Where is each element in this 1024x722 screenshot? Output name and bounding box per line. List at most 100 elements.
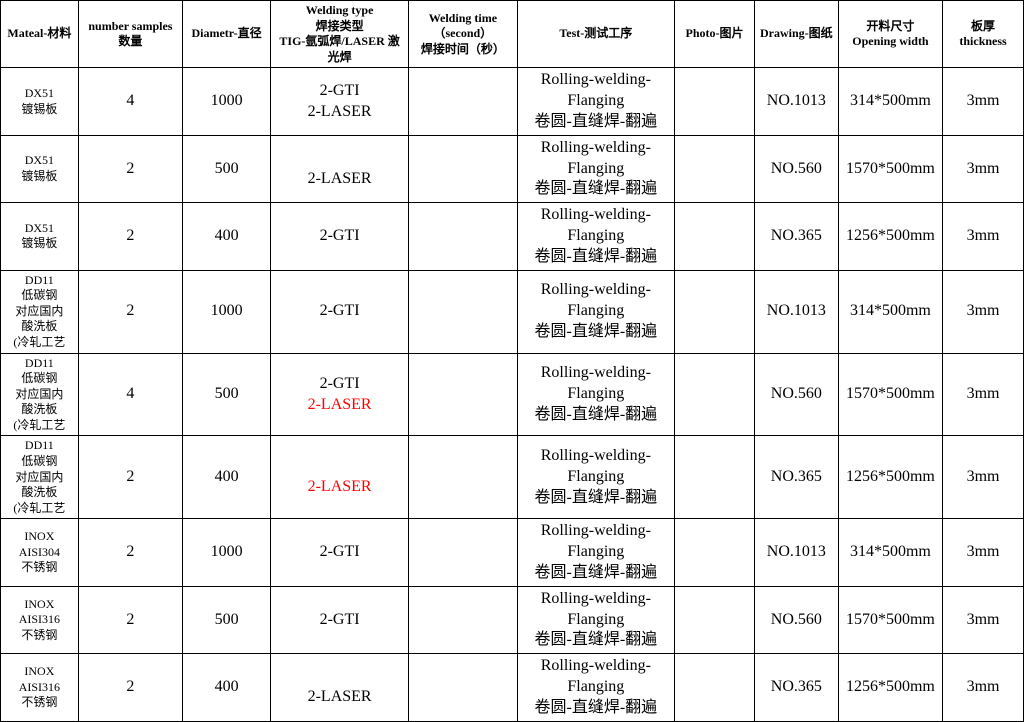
cell-drawing: NO.1013 (754, 68, 838, 135)
cell-time (409, 68, 517, 135)
cell-diameter: 500 (183, 586, 271, 653)
cell-photo (675, 519, 755, 586)
col-header-samples: number samples数量 (78, 1, 182, 68)
cell-photo (675, 270, 755, 353)
col-header-material: Mateal-材料 (1, 1, 79, 68)
cell-photo (675, 203, 755, 270)
cell-opening: 314*500mm (838, 270, 942, 353)
cell-samples: 2 (78, 586, 182, 653)
table-row: DD11低碳钢对应国内酸洗板(冷轧工艺45002-GTI2-LASER Rolli… (1, 353, 1024, 436)
cell-samples: 2 (78, 519, 182, 586)
cell-photo (675, 353, 755, 436)
cell-opening: 1256*500mm (838, 654, 942, 721)
cell-test: Rolling-welding-Flanging卷圆-直缝焊-翻遍 (517, 586, 675, 653)
cell-samples: 4 (78, 353, 182, 436)
cell-opening: 1570*500mm (838, 353, 942, 436)
cell-thickness: 3mm (943, 519, 1024, 586)
cell-drawing: NO.560 (754, 353, 838, 436)
cell-thickness: 3mm (943, 135, 1024, 202)
cell-diameter: 1000 (183, 519, 271, 586)
col-header-thick: 板厚thickness (943, 1, 1024, 68)
cell-material: DD11低碳钢对应国内酸洗板(冷轧工艺 (1, 353, 79, 436)
table-row: DD11低碳钢对应国内酸洗板(冷轧工艺210002-GTI Rolling-wel… (1, 270, 1024, 353)
cell-test: Rolling-welding-Flanging卷圆-直缝焊-翻遍 (517, 68, 675, 135)
cell-thickness: 3mm (943, 586, 1024, 653)
cell-time (409, 135, 517, 202)
col-header-test: Test-测试工序 (517, 1, 675, 68)
cell-thickness: 3mm (943, 270, 1024, 353)
cell-test: Rolling-welding-Flanging卷圆-直缝焊-翻遍 (517, 353, 675, 436)
cell-time (409, 353, 517, 436)
cell-thickness: 3mm (943, 68, 1024, 135)
cell-material: INOXAISI316不锈钢 (1, 586, 79, 653)
cell-test: Rolling-welding-Flanging卷圆-直缝焊-翻遍 (517, 135, 675, 202)
cell-photo (675, 135, 755, 202)
cell-material: DD11低碳钢对应国内酸洗板(冷轧工艺 (1, 436, 79, 519)
cell-opening: 314*500mm (838, 519, 942, 586)
cell-samples: 2 (78, 203, 182, 270)
cell-welding: 2-GTI (271, 519, 409, 586)
cell-opening: 1256*500mm (838, 203, 942, 270)
table-row: DX51镀锡板410002-GTI2-LASERRolling-welding-… (1, 68, 1024, 135)
cell-diameter: 500 (183, 353, 271, 436)
col-header-time: Welding time（second）焊接时间（秒） (409, 1, 517, 68)
cell-welding: 2-GTI (271, 586, 409, 653)
cell-thickness: 3mm (943, 654, 1024, 721)
cell-photo (675, 586, 755, 653)
cell-test: Rolling-welding-Flanging卷圆-直缝焊-翻遍 (517, 519, 675, 586)
header-row: Mateal-材料 number samples数量 Diametr-直径 We… (1, 1, 1024, 68)
cell-material: DX51镀锡板 (1, 68, 79, 135)
cell-time (409, 519, 517, 586)
cell-material: DX51镀锡板 (1, 203, 79, 270)
cell-test: Rolling-welding-Flanging卷圆-直缝焊-翻遍 (517, 436, 675, 519)
cell-material: INOXAISI316不锈钢 (1, 654, 79, 721)
cell-samples: 2 (78, 135, 182, 202)
table-row: INOXAISI304不锈钢210002-GTI Rolling-welding-… (1, 519, 1024, 586)
cell-diameter: 500 (183, 135, 271, 202)
col-header-drawing: Drawing-图纸 (754, 1, 838, 68)
cell-diameter: 400 (183, 436, 271, 519)
cell-diameter: 400 (183, 654, 271, 721)
cell-drawing: NO.365 (754, 436, 838, 519)
cell-welding: 2-LASER (271, 135, 409, 202)
cell-opening: 1570*500mm (838, 586, 942, 653)
cell-samples: 2 (78, 654, 182, 721)
col-header-photo: Photo-图片 (675, 1, 755, 68)
spec-table: Mateal-材料 number samples数量 Diametr-直径 We… (0, 0, 1024, 722)
cell-photo (675, 654, 755, 721)
cell-samples: 4 (78, 68, 182, 135)
cell-opening: 1570*500mm (838, 135, 942, 202)
cell-test: Rolling-welding-Flanging卷圆-直缝焊-翻遍 (517, 203, 675, 270)
cell-welding: 2-LASER (271, 654, 409, 721)
table-row: DD11低碳钢对应国内酸洗板(冷轧工艺2400 2-LASERRolling-w… (1, 436, 1024, 519)
cell-material: INOXAISI304不锈钢 (1, 519, 79, 586)
cell-drawing: NO.1013 (754, 270, 838, 353)
table-row: INOXAISI316不锈钢2400 2-LASERRolling-weldin… (1, 654, 1024, 721)
cell-time (409, 203, 517, 270)
cell-diameter: 1000 (183, 68, 271, 135)
cell-thickness: 3mm (943, 436, 1024, 519)
col-header-welding: Welding type焊接类型TIG-氩弧焊/LASER 激光焊 (271, 1, 409, 68)
cell-material: DD11低碳钢对应国内酸洗板(冷轧工艺 (1, 270, 79, 353)
cell-time (409, 270, 517, 353)
cell-samples: 2 (78, 270, 182, 353)
cell-welding: 2-LASER (271, 436, 409, 519)
cell-welding: 2-GTI (271, 270, 409, 353)
cell-welding: 2-GTI (271, 203, 409, 270)
cell-diameter: 1000 (183, 270, 271, 353)
table-row: DX51镀锡板24002-GTI Rolling-welding-Flanging… (1, 203, 1024, 270)
cell-drawing: NO.560 (754, 135, 838, 202)
cell-test: Rolling-welding-Flanging卷圆-直缝焊-翻遍 (517, 270, 675, 353)
col-header-opening: 开料尺寸Opening width (838, 1, 942, 68)
cell-photo (675, 436, 755, 519)
cell-opening: 1256*500mm (838, 436, 942, 519)
cell-drawing: NO.560 (754, 586, 838, 653)
cell-thickness: 3mm (943, 353, 1024, 436)
cell-time (409, 654, 517, 721)
cell-diameter: 400 (183, 203, 271, 270)
cell-material: DX51镀锡板 (1, 135, 79, 202)
table-row: DX51镀锡板2500 2-LASER Rolling-welding-Flang… (1, 135, 1024, 202)
cell-drawing: NO.365 (754, 654, 838, 721)
cell-time (409, 586, 517, 653)
cell-welding: 2-GTI2-LASER (271, 353, 409, 436)
